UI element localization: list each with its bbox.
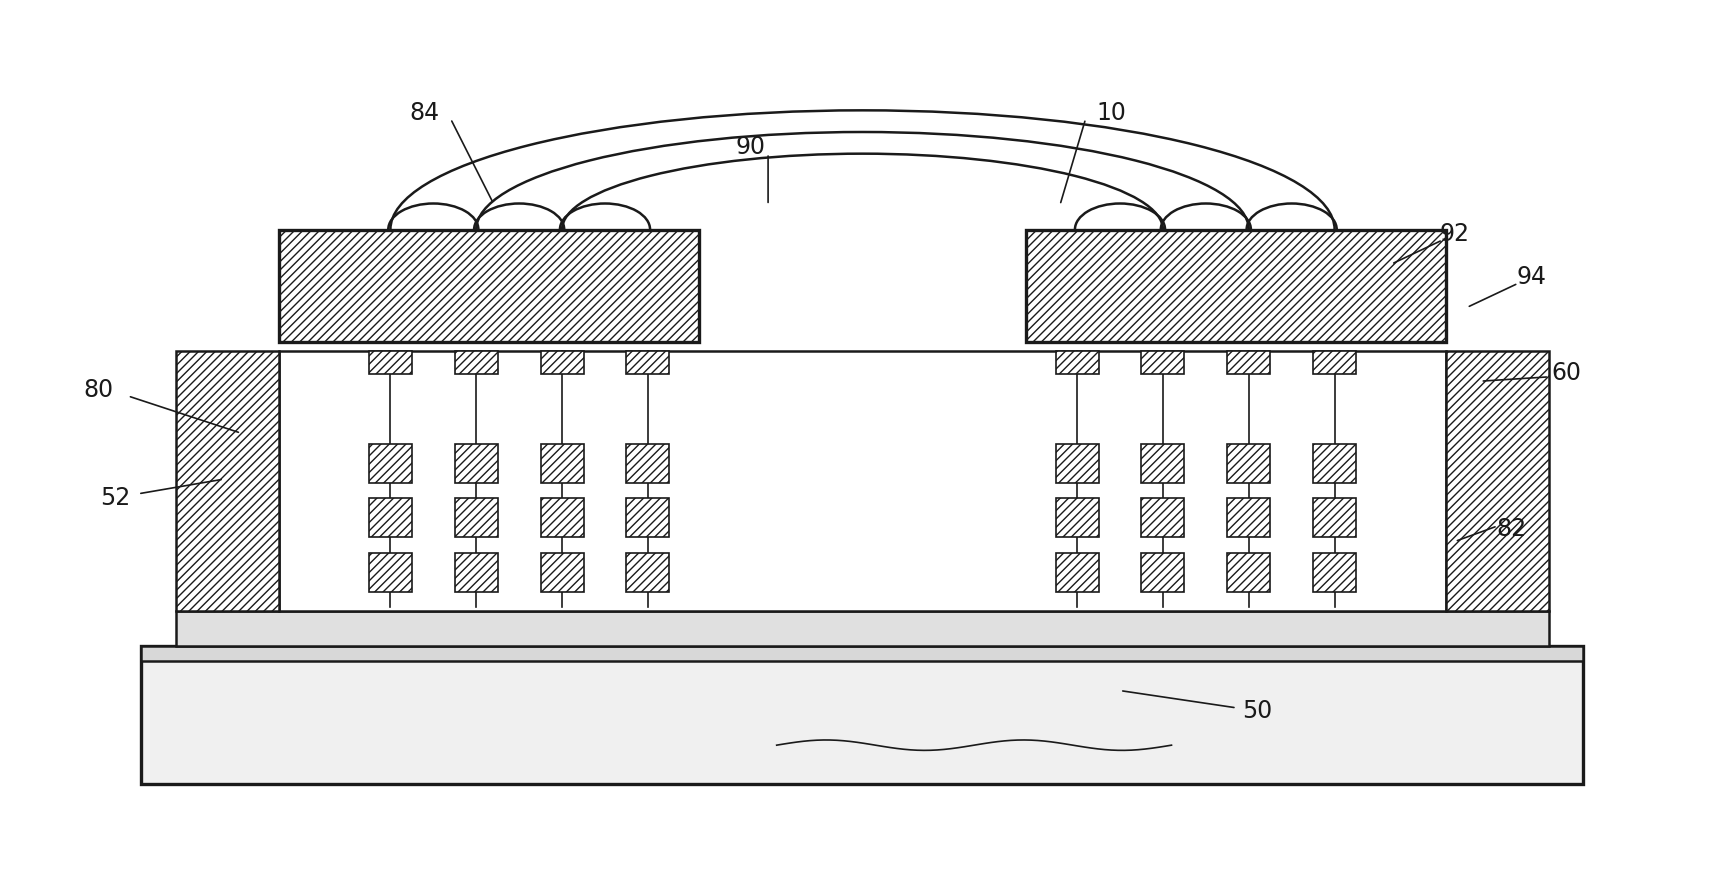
Bar	[176, 351, 279, 611]
Text: 80: 80	[83, 378, 114, 402]
Bar	[1056, 498, 1099, 537]
Bar	[279, 351, 1446, 611]
Text: 84: 84	[411, 101, 440, 124]
Bar	[626, 498, 669, 537]
Bar	[1226, 553, 1270, 592]
Bar	[141, 646, 1584, 662]
Bar	[1313, 553, 1356, 592]
Bar	[626, 553, 669, 592]
Bar	[1142, 553, 1185, 592]
Text: 90: 90	[737, 135, 766, 159]
Bar	[1446, 351, 1549, 611]
Bar	[1226, 444, 1270, 483]
Bar	[141, 646, 1584, 784]
Bar	[455, 498, 499, 537]
Bar	[369, 553, 412, 592]
Bar	[540, 498, 583, 537]
Text: 82: 82	[1496, 516, 1527, 541]
Bar	[369, 498, 412, 537]
Bar	[455, 553, 499, 592]
Bar	[1142, 444, 1185, 483]
Bar	[1313, 351, 1356, 374]
Bar	[369, 444, 412, 483]
Bar	[176, 611, 1549, 646]
Text: 52: 52	[100, 487, 131, 510]
Text: 50: 50	[1242, 698, 1273, 723]
Bar	[1056, 444, 1099, 483]
Bar	[1313, 498, 1356, 537]
Text: 10: 10	[1097, 101, 1126, 124]
Bar	[1142, 498, 1185, 537]
Text: 92: 92	[1440, 222, 1470, 246]
Bar	[626, 351, 669, 374]
Bar	[369, 351, 412, 374]
Bar	[1056, 553, 1099, 592]
Bar	[540, 351, 583, 374]
Bar	[540, 553, 583, 592]
Bar	[1226, 498, 1270, 537]
Bar	[1313, 444, 1356, 483]
Bar	[1056, 351, 1099, 374]
Bar	[279, 229, 699, 342]
Bar	[626, 444, 669, 483]
Bar	[1142, 351, 1185, 374]
Bar	[540, 444, 583, 483]
Text: 60: 60	[1551, 360, 1582, 384]
Bar	[455, 351, 499, 374]
Bar	[1226, 351, 1270, 374]
Text: 94: 94	[1516, 265, 1547, 289]
Bar	[1026, 229, 1446, 342]
Bar	[455, 444, 499, 483]
